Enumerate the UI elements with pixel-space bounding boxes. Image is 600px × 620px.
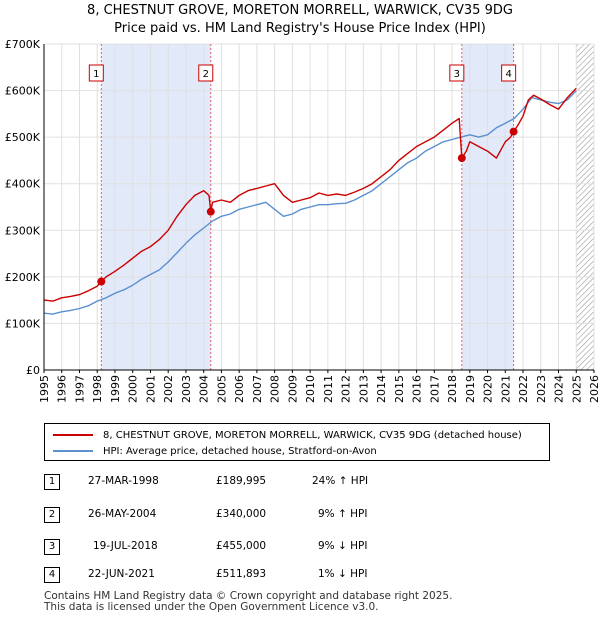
future-hatch <box>576 44 594 370</box>
row-date: 19-JUL-2018 <box>93 540 158 552</box>
x-tick-label: 2001 <box>144 375 157 403</box>
transaction-point <box>457 154 466 163</box>
row-date: 27-MAR-1998 <box>88 475 159 487</box>
row-date: 22-JUN-2021 <box>88 568 155 580</box>
x-tick-label: 2018 <box>446 375 459 403</box>
legend-item-property: 8, CHESTNUT GROVE, MORETON MORRELL, WARW… <box>53 428 522 442</box>
transaction-label-box <box>88 64 104 82</box>
x-tick-label: 2026 <box>588 375 600 403</box>
chart-title-line1: 8, CHESTNUT GROVE, MORETON MORRELL, WARW… <box>87 3 513 18</box>
y-tick-label: £600K <box>5 85 41 98</box>
x-tick-label: 2010 <box>304 375 317 403</box>
x-tick-label: 2016 <box>411 375 424 403</box>
x-tick-label: 2011 <box>322 375 335 403</box>
transaction-label: 4 <box>505 69 511 80</box>
x-tick-label: 2021 <box>499 375 512 403</box>
row-price: £455,000 <box>216 540 267 552</box>
legend-line-blue <box>53 450 93 452</box>
x-tick-label: 2019 <box>464 375 477 403</box>
x-tick-label: 2005 <box>215 375 228 403</box>
y-tick-label: £700K <box>5 38 41 51</box>
row-hpi: 9% ↓ HPI <box>318 540 368 552</box>
x-tick-label: 1997 <box>73 375 86 403</box>
hpi-series-line <box>44 90 577 315</box>
x-tick-label: 2023 <box>535 375 548 403</box>
x-tick-label: 2020 <box>482 375 495 403</box>
y-tick-label: £500K <box>5 131 41 144</box>
x-tick-label: 1998 <box>91 375 104 403</box>
transaction-label-box <box>449 64 465 82</box>
x-tick-label: 2009 <box>286 375 299 403</box>
x-tick-label: 2022 <box>517 375 530 403</box>
transaction-label: 1 <box>93 69 99 80</box>
x-tick-label: 2000 <box>127 375 140 403</box>
x-tick-label: 2002 <box>162 375 175 403</box>
footer-copyright: Contains HM Land Registry data © Crown c… <box>44 590 453 602</box>
x-tick-label: 1995 <box>38 375 51 403</box>
transaction-label: 2 <box>203 69 209 80</box>
ownership-shade <box>101 44 211 370</box>
y-tick-label: £0 <box>26 364 40 377</box>
x-tick-label: 1999 <box>109 375 122 403</box>
row-price: £511,893 <box>216 568 267 580</box>
y-tick-label: £200K <box>5 271 41 284</box>
x-tick-label: 2004 <box>198 375 211 403</box>
chart-legend: 8, CHESTNUT GROVE, MORETON MORRELL, WARW… <box>44 423 550 461</box>
row-marker: 1 <box>44 474 60 490</box>
transaction-point <box>509 127 518 136</box>
row-price: £340,000 <box>216 508 267 520</box>
x-tick-label: 2014 <box>375 375 388 403</box>
transaction-label-box <box>198 64 214 82</box>
y-tick-label: £400K <box>5 178 41 191</box>
row-date: 26-MAY-2004 <box>88 508 157 520</box>
property-series-line <box>44 87 577 302</box>
x-tick-label: 2006 <box>233 375 246 403</box>
x-tick-label: 2024 <box>553 375 566 403</box>
row-marker: 4 <box>44 567 60 583</box>
transaction-label-box <box>501 64 517 82</box>
x-tick-label: 2015 <box>393 375 406 403</box>
transaction-label: 3 <box>454 69 460 80</box>
x-tick-label: 2008 <box>269 375 282 403</box>
row-marker: 2 <box>44 507 60 523</box>
transaction-point <box>97 277 106 286</box>
x-tick-label: 2017 <box>428 375 441 403</box>
row-price: £189,995 <box>216 475 267 487</box>
row-hpi: 9% ↑ HPI <box>318 508 368 520</box>
legend-item-hpi: HPI: Average price, detached house, Stra… <box>53 444 377 458</box>
x-tick-label: 2007 <box>251 375 264 403</box>
price-chart: 1 2 3 4 £0 £100K £200K £300K £400K £500K £600K £700… <box>5 38 600 403</box>
legend-line-red <box>53 434 93 436</box>
row-hpi: 1% ↓ HPI <box>318 568 368 580</box>
y-tick-label: £100K <box>5 317 41 330</box>
chart-title-line2: Price paid vs. HM Land Registry's House … <box>114 21 486 36</box>
x-tick-label: 2003 <box>180 375 193 403</box>
y-tick-label: £300K <box>5 224 41 237</box>
x-tick-label: 2013 <box>357 375 370 403</box>
legend-label-hpi: HPI: Average price, detached house, Stra… <box>103 445 377 457</box>
row-marker: 3 <box>44 539 60 555</box>
transaction-point <box>206 207 215 216</box>
x-tick-label: 1996 <box>56 375 69 403</box>
x-tick-label: 2012 <box>340 375 353 403</box>
x-tick-label: 2025 <box>570 375 583 403</box>
legend-label-property: 8, CHESTNUT GROVE, MORETON MORRELL, WARW… <box>103 429 522 441</box>
series-group <box>44 87 577 315</box>
footer-licence: This data is licensed under the Open Gov… <box>44 601 379 613</box>
row-hpi: 24% ↑ HPI <box>312 475 369 487</box>
